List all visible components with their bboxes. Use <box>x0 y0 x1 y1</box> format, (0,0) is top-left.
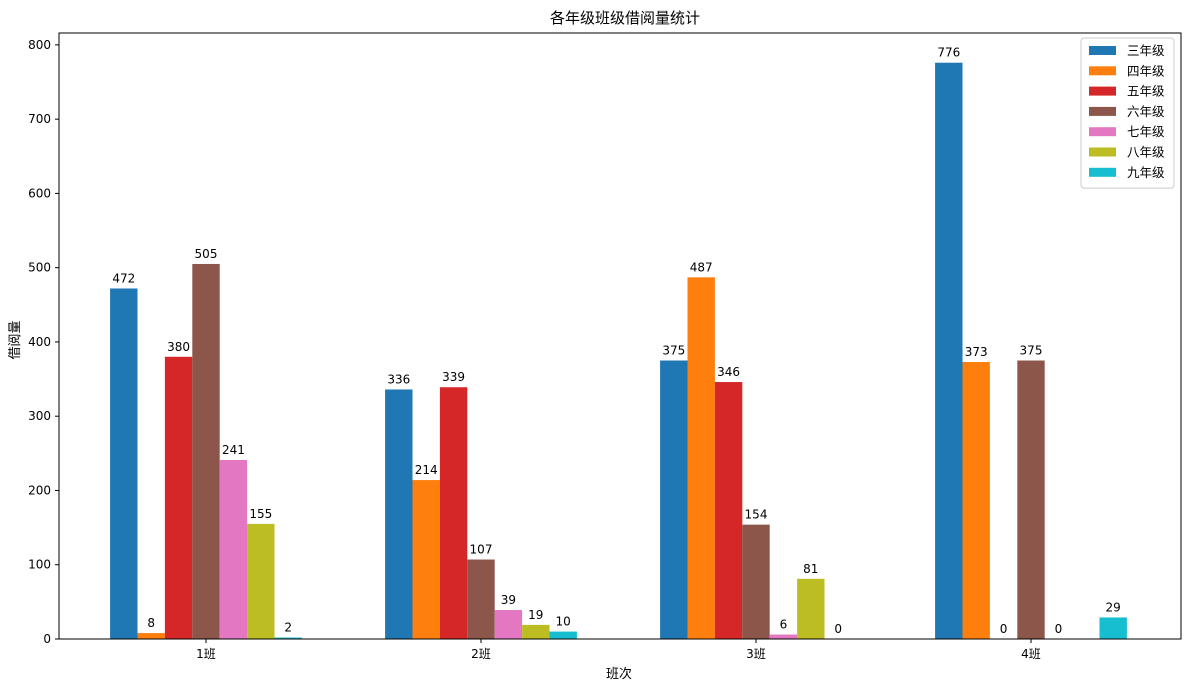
y-tick-label: 500 <box>28 261 51 275</box>
bar <box>549 631 577 639</box>
bar <box>742 524 770 639</box>
bar-value-label: 241 <box>222 443 245 457</box>
y-tick-label: 100 <box>28 558 51 572</box>
bar <box>247 523 275 639</box>
bar-value-label: 154 <box>745 508 768 522</box>
bar-value-label: 0 <box>1000 622 1008 636</box>
bar <box>164 356 193 639</box>
bar-value-label: 339 <box>442 370 465 384</box>
y-tick-label: 0 <box>43 632 51 646</box>
bar-value-label: 0 <box>834 622 842 636</box>
bar-value-label: 81 <box>803 562 818 576</box>
bar-value-label: 2 <box>284 621 292 635</box>
legend-swatch <box>1089 46 1116 55</box>
legend-swatch <box>1089 86 1116 96</box>
bar-value-label: 19 <box>528 608 543 622</box>
y-tick-label: 300 <box>28 409 51 423</box>
bar-value-label: 375 <box>1020 344 1043 358</box>
bar-value-label: 472 <box>112 271 135 285</box>
legend-label: 三年级 <box>1127 43 1165 58</box>
bar <box>935 62 963 639</box>
legend-label: 九年级 <box>1127 165 1165 180</box>
bar <box>660 360 688 639</box>
bar-value-label: 214 <box>415 463 438 477</box>
x-axis-title: 班次 <box>606 666 632 682</box>
bar-value-label: 346 <box>717 365 740 379</box>
bar <box>962 361 990 639</box>
x-tick-label: 2班 <box>471 647 491 661</box>
y-tick-label: 700 <box>28 112 51 126</box>
bar <box>714 382 743 639</box>
chart-title: 各年级班级借阅量统计 <box>550 9 700 27</box>
bar-labels-layer: 472 336 375 776 8 214 487 373 380 339 346 0 505 107 15… <box>112 46 1120 636</box>
legend-label: 七年级 <box>1127 124 1165 139</box>
bar-value-label: 373 <box>965 345 988 359</box>
bar-value-label: 107 <box>470 543 493 557</box>
bar <box>769 634 798 639</box>
bar <box>385 389 413 639</box>
bar-value-label: 39 <box>501 593 516 607</box>
bar <box>494 610 523 639</box>
bar <box>274 637 302 639</box>
y-axis-title: 借阅量 <box>8 320 23 359</box>
bars-layer <box>110 62 1127 639</box>
legend-label: 四年级 <box>1127 63 1165 78</box>
bar-value-label: 487 <box>690 260 713 274</box>
plot-frame <box>58 32 1182 640</box>
legend-swatch <box>1089 167 1116 177</box>
bar-value-label: 10 <box>556 615 571 629</box>
bar-value-label: 336 <box>387 372 410 386</box>
bar-value-label: 8 <box>147 616 155 630</box>
bar-value-label: 380 <box>167 340 190 354</box>
bar <box>412 480 440 639</box>
bar <box>219 460 248 639</box>
legend-swatch <box>1089 147 1116 157</box>
legend-label: 五年级 <box>1127 84 1165 99</box>
legend-swatch <box>1089 106 1116 116</box>
bar <box>467 559 495 639</box>
bar-value-label: 155 <box>249 507 272 521</box>
x-tick-label: 3班 <box>746 647 766 661</box>
bar <box>137 633 165 639</box>
x-tick-label: 1班 <box>196 647 216 661</box>
legend-swatch <box>1089 66 1116 76</box>
bar-value-label: 776 <box>937 46 960 60</box>
bar <box>687 277 715 639</box>
y-tick-label: 600 <box>28 186 51 200</box>
y-tick-label: 200 <box>28 483 51 497</box>
bar <box>797 578 825 639</box>
bar <box>1017 360 1045 639</box>
bar-value-label: 6 <box>780 618 788 632</box>
legend-swatch <box>1089 127 1116 137</box>
bar <box>110 288 138 639</box>
bar <box>192 263 220 639</box>
x-tick-label: 4班 <box>1021 647 1041 661</box>
bar <box>439 387 468 639</box>
bar-value-label: 0 <box>1055 622 1063 636</box>
bar-value-label: 29 <box>1106 600 1121 614</box>
legend-label: 六年级 <box>1127 104 1165 119</box>
bar-value-label: 375 <box>662 344 685 358</box>
legend-label: 八年级 <box>1127 145 1165 160</box>
bar <box>1099 617 1127 639</box>
bar-value-label: 505 <box>195 247 218 261</box>
y-tick-label: 800 <box>28 38 51 52</box>
y-tick-label: 400 <box>28 335 51 349</box>
bar <box>522 624 550 639</box>
